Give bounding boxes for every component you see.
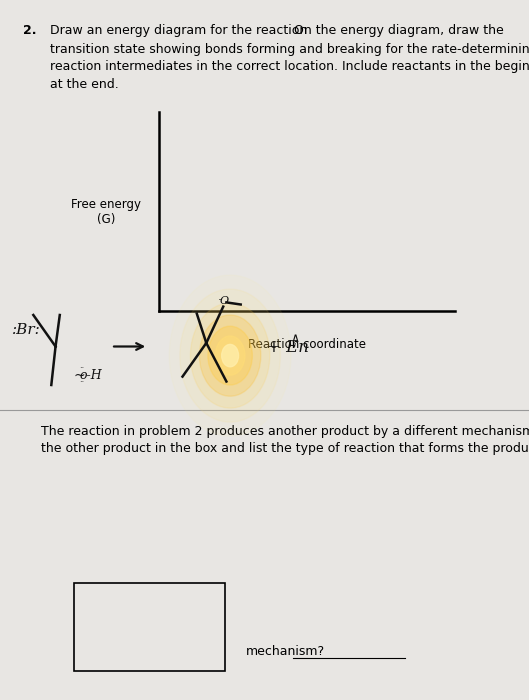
Text: + En: + En xyxy=(267,340,309,356)
Circle shape xyxy=(199,315,261,396)
Text: Reaction coordinate: Reaction coordinate xyxy=(248,338,366,351)
Text: Draw an energy diagram for the reaction: Draw an energy diagram for the reaction xyxy=(50,24,307,37)
Text: the other product in the box and list the type of reaction that forms the produc: the other product in the box and list th… xyxy=(41,442,529,456)
Y-axis label: Free energy
(G): Free energy (G) xyxy=(71,197,141,225)
Text: ~: ~ xyxy=(73,369,85,383)
Text: 2.: 2. xyxy=(23,24,37,37)
Text: On the energy diagram, draw the: On the energy diagram, draw the xyxy=(294,24,504,37)
Text: o-H: o-H xyxy=(79,370,102,382)
Text: mechanism?: mechanism? xyxy=(246,645,325,658)
Text: :Br:: :Br: xyxy=(12,323,40,337)
Bar xyxy=(74,583,225,671)
Circle shape xyxy=(180,289,280,422)
Circle shape xyxy=(190,303,270,408)
Text: at the end.: at the end. xyxy=(50,78,119,91)
Text: O: O xyxy=(220,296,229,306)
Circle shape xyxy=(222,344,239,367)
Circle shape xyxy=(215,336,245,375)
Text: transition state showing bonds forming and breaking for the rate-determining ste: transition state showing bonds forming a… xyxy=(50,43,529,56)
Text: The reaction in problem 2 produces another product by a different mechanism than: The reaction in problem 2 produces anoth… xyxy=(41,425,529,438)
Circle shape xyxy=(208,326,252,385)
Text: ∧: ∧ xyxy=(290,332,300,344)
Text: .: . xyxy=(218,290,222,303)
Circle shape xyxy=(169,275,291,436)
Text: ··: ·· xyxy=(79,379,85,387)
Text: ··: ·· xyxy=(79,365,85,373)
Text: reaction intermediates in the correct location. Include reactants in the beginni: reaction intermediates in the correct lo… xyxy=(50,60,529,74)
